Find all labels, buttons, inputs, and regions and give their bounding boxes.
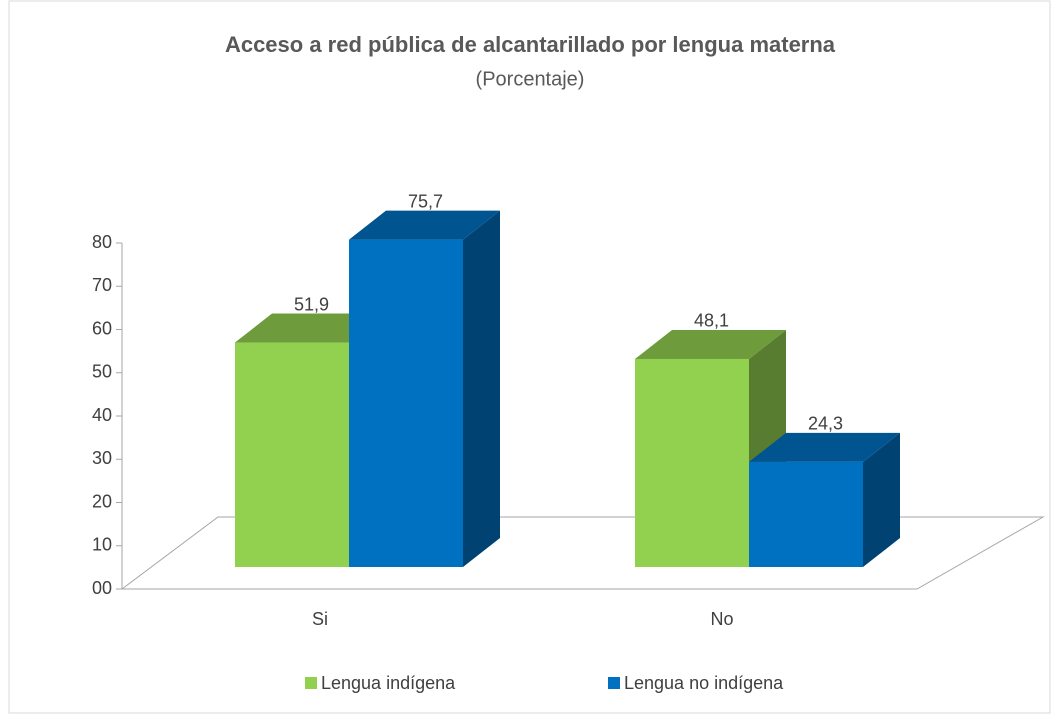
chart-subtitle: (Porcentaje): [476, 68, 585, 90]
bar-front: [749, 461, 863, 567]
chart-border: [8, 0, 1051, 714]
bar: [749, 432, 900, 567]
value-label: 48,1: [694, 311, 729, 331]
legend-swatch: [305, 677, 317, 689]
bar-side: [463, 210, 500, 567]
value-label: 75,7: [408, 191, 443, 211]
bar-top: [749, 432, 900, 462]
value-label: 51,9: [294, 294, 329, 314]
y-tick-label: 50: [92, 362, 112, 382]
y-tick-label: 30: [92, 448, 112, 468]
y-tick-label: 40: [92, 405, 112, 425]
bar-top: [349, 210, 500, 240]
legend-swatch: [608, 677, 620, 689]
legend-label: Lengua indígena: [321, 673, 456, 693]
floor: [120, 516, 1045, 590]
y-tick-label: 00: [92, 578, 112, 598]
bar-front: [349, 239, 463, 567]
x-tick-label: No: [710, 609, 733, 629]
bar: [349, 210, 500, 567]
bar-side: [863, 432, 900, 567]
value-label: 24,3: [808, 414, 843, 434]
y-tick-label: 20: [92, 491, 112, 511]
y-tick-label: 70: [92, 275, 112, 295]
bar-front: [635, 358, 749, 567]
bar-top: [635, 329, 786, 359]
y-tick-label: 80: [92, 232, 112, 252]
bar-top: [235, 313, 386, 343]
chart-title: Acceso a red pública de alcantarillado p…: [225, 32, 836, 57]
y-tick-label: 10: [92, 535, 112, 555]
legend-label: Lengua no indígena: [624, 673, 784, 693]
y-tick-label: 60: [92, 318, 112, 338]
bar-front: [235, 342, 349, 567]
x-tick-label: Si: [312, 609, 328, 629]
